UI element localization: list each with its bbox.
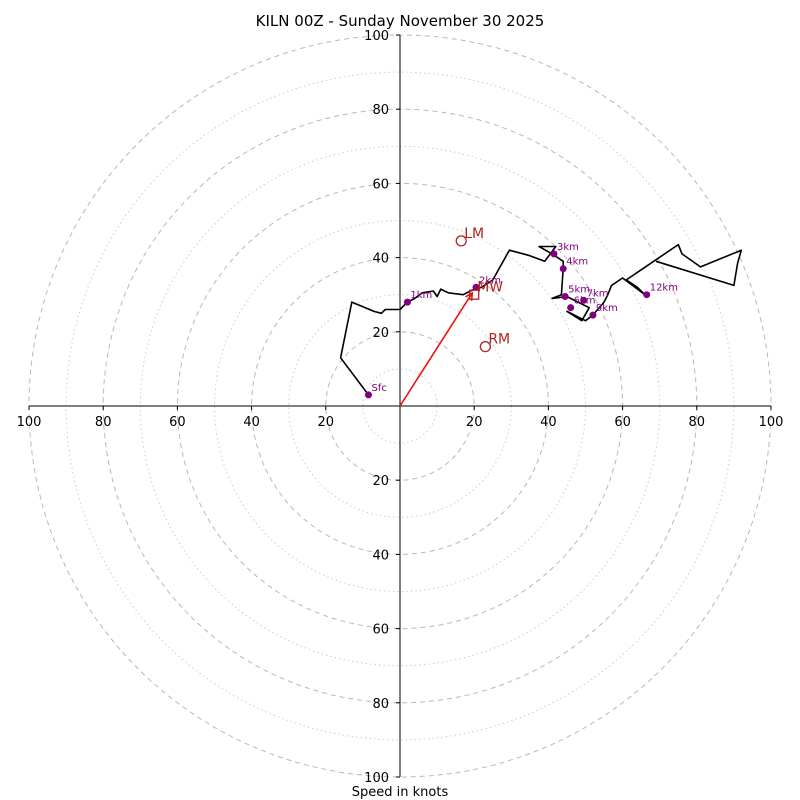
height-marker-Sfc: Sfc [364, 383, 387, 399]
storm-motion-RM: RM [479, 332, 510, 353]
storm-motion-square [469, 289, 480, 300]
y-tick-label: 100 [364, 29, 389, 44]
height-marker-dot [643, 291, 651, 299]
shear-vector-line [399, 292, 474, 407]
y-tick-label: 40 [372, 548, 389, 563]
x-tick-label: 40 [540, 415, 557, 430]
height-marker-dot [580, 296, 588, 304]
storm-motion-label: MW [477, 280, 503, 296]
hodograph-trace-layer [339, 243, 743, 396]
chart-title: KILN 00Z - Sunday November 30 2025 [256, 12, 545, 30]
storm-motion-label: LM [464, 226, 484, 242]
x-tick-label: 80 [689, 415, 706, 430]
x-axis-label: Speed in knots [352, 785, 449, 800]
storm-motion-MW: MW [469, 280, 503, 300]
x-tick-label: 80 [95, 415, 112, 430]
x-tick-label: 60 [169, 415, 186, 430]
height-marker-3km: 3km [550, 242, 579, 258]
height-marker-label: 9km [596, 303, 618, 314]
height-markers: Sfc1km2km3km4km5km6km7km9km12km [364, 242, 678, 399]
y-tick-label: 60 [372, 623, 389, 638]
height-marker-9km: 9km [589, 303, 618, 319]
height-marker-label: 12km [650, 283, 678, 294]
storm-motion-circle [479, 340, 491, 353]
height-marker-label: 5km [568, 285, 590, 296]
height-marker-label: 1km [410, 290, 432, 301]
height-marker-4km: 4km [559, 257, 588, 273]
x-tick-label: 40 [243, 415, 260, 430]
height-marker-dot [567, 304, 575, 312]
x-tick-label: 20 [318, 415, 335, 430]
x-tick-label: 100 [759, 415, 784, 430]
height-marker-label: 2km [479, 275, 501, 286]
height-marker-dot [589, 311, 597, 319]
y-tick-label: 20 [372, 326, 389, 341]
storm-motion-label: RM [488, 332, 510, 348]
height-marker-label: 3km [557, 242, 579, 253]
y-tick-label: 80 [372, 103, 389, 118]
height-marker-12km: 12km [643, 283, 678, 299]
shear-vector-arrowhead [465, 291, 474, 301]
height-marker-dot [403, 298, 411, 306]
y-tick-label: 60 [372, 177, 389, 192]
storm-motion-LM: LM [455, 226, 484, 247]
height-marker-5km: 5km [561, 285, 590, 301]
height-marker-label: 4km [566, 257, 588, 268]
height-marker-label: 7km [587, 288, 609, 299]
height-marker-dot [472, 283, 480, 291]
x-tick-label: 20 [466, 415, 483, 430]
height-marker-7km: 7km [580, 288, 609, 304]
height-marker-2km: 2km [472, 275, 501, 291]
height-marker-label: Sfc [371, 383, 386, 394]
y-tick-label: 20 [372, 474, 389, 489]
storm-motion-circle [455, 235, 467, 247]
y-tick-label: 40 [372, 252, 389, 267]
height-marker-dot [364, 391, 372, 399]
tick-labels: 100 80 60 40 20 20 40 60 80 100 100 80 60 40 20 20 40 60 8… [17, 29, 784, 786]
height-marker-dot [561, 293, 569, 301]
height-marker-dot [550, 250, 558, 258]
hodograph-trace [339, 243, 743, 396]
y-tick-label: 80 [372, 697, 389, 712]
x-tick-label: 100 [17, 415, 42, 430]
x-tick-label: 60 [614, 415, 631, 430]
y-tick-label: 100 [364, 771, 389, 786]
height-marker-1km: 1km [403, 290, 432, 306]
storm-motion-markers: LM RM MW [455, 226, 510, 353]
height-marker-dot [559, 265, 567, 273]
shear-vector-layer [399, 291, 474, 407]
